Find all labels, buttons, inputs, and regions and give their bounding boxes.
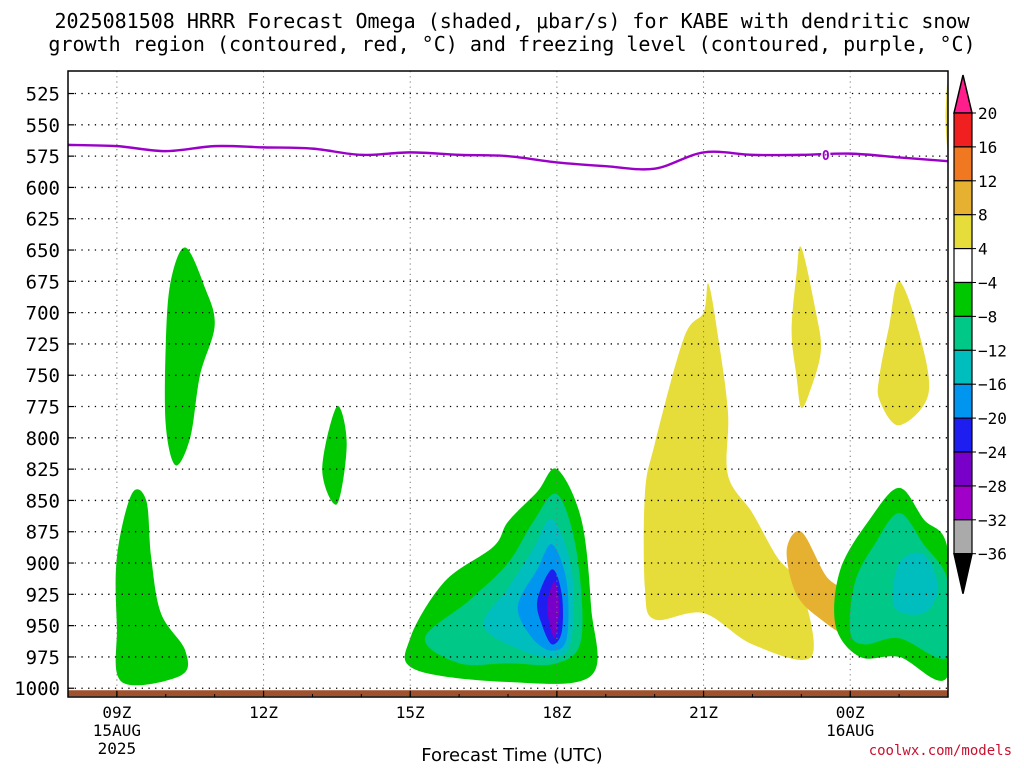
- y-tick-label-825: 825: [26, 459, 60, 481]
- y-tick-label-700: 700: [26, 303, 60, 325]
- colorbar-box-10: [953, 417, 973, 453]
- x-tick-sublabel-16AUG: 16AUG: [826, 721, 874, 740]
- y-tick-label-600: 600: [26, 177, 60, 199]
- omega-region-3: [322, 406, 347, 505]
- y-tick-label-1000: 1000: [14, 678, 60, 700]
- colorbar-label-8: −16: [978, 375, 1007, 394]
- y-tick-label-675: 675: [26, 271, 60, 293]
- colorbar-label-4: 4: [978, 240, 988, 259]
- colorbar-box-7: [953, 315, 973, 351]
- y-axis: 525 550 575 600 625 650 675 700 725 750 775 800 825 8…: [14, 84, 74, 700]
- colorbar-top-triangle: [953, 74, 973, 114]
- colorbar-label-11: −28: [978, 477, 1007, 496]
- freezing-level-line: [67, 143, 949, 171]
- colorbar-label-0: 20: [978, 104, 997, 123]
- omega-shaded-regions: [115, 77, 948, 686]
- colorbar: 20 16 12 8 4 −4 −8 −12 −16 −20 −24 −28 −32 −36: [953, 74, 1007, 594]
- y-tick-label-625: 625: [26, 209, 60, 231]
- colorbar-label-2: 12: [978, 172, 997, 191]
- colorbar-box-4: [953, 214, 973, 250]
- colorbar-box-5: [953, 248, 973, 284]
- colorbar-label-7: −12: [978, 341, 1007, 360]
- freezing-level-contour: 0: [67, 143, 949, 171]
- colorbar-box-6: [953, 281, 973, 318]
- omega-region-12: [791, 246, 822, 409]
- colorbar-bottom-triangle: [953, 552, 973, 594]
- colorbar-box-13: [953, 519, 973, 555]
- y-tick-label-650: 650: [26, 240, 60, 262]
- x-tick-label-12Z: 12Z: [249, 703, 278, 722]
- x-tick-label-09Z: 09Z: [102, 703, 131, 722]
- x-tick-label-21Z: 21Z: [689, 703, 718, 722]
- colorbar-label-5: −4: [978, 274, 997, 293]
- y-tick-label-725: 725: [26, 334, 60, 356]
- y-tick-label-550: 550: [26, 115, 60, 137]
- omega-region-10: [643, 283, 814, 660]
- colorbar-label-10: −24: [978, 443, 1007, 462]
- colorbar-box-8: [953, 349, 973, 385]
- x-tick-label-00Z: 00Z: [836, 703, 865, 722]
- freezing-level-label: 0: [822, 149, 830, 164]
- y-tick-label-950: 950: [26, 616, 60, 638]
- y-tick-label-975: 975: [26, 647, 60, 669]
- y-tick-label-750: 750: [26, 365, 60, 387]
- y-tick-label-925: 925: [26, 584, 60, 606]
- colorbar-label-13: −36: [978, 545, 1007, 564]
- x-tick-sublabel-2025: 2025: [98, 739, 137, 758]
- chart-title-line-1: 2025081508 HRRR Forecast Omega (shaded, …: [54, 9, 970, 33]
- y-tick-label-575: 575: [26, 146, 60, 168]
- colorbar-box-2: [953, 146, 973, 182]
- x-axis-title: Forecast Time (UTC): [421, 745, 603, 766]
- x-tick-sublabel-15AUG: 15AUG: [93, 721, 141, 740]
- colorbar-label-3: 8: [978, 206, 988, 225]
- colorbar-box-11: [953, 451, 973, 487]
- colorbar-label-12: −32: [978, 511, 1007, 530]
- colorbar-label-6: −8: [978, 307, 997, 326]
- terrain-strip: [68, 690, 948, 697]
- chart-gridlines: [68, 71, 948, 697]
- omega-region-16: [892, 552, 939, 615]
- colorbar-box-12: [953, 485, 973, 521]
- site-url-label[interactable]: coolwx.com/models: [868, 743, 1012, 759]
- colorbar-box-9: [953, 383, 973, 419]
- y-tick-label-775: 775: [26, 397, 60, 419]
- omega-region-1: [115, 489, 189, 686]
- chart-title-line-2: growth region (contoured, red, °C) and f…: [48, 32, 976, 56]
- y-tick-label-900: 900: [26, 553, 60, 575]
- y-tick-label-875: 875: [26, 522, 60, 544]
- colorbar-box-3: [953, 180, 973, 216]
- colorbar-box-1: [953, 112, 973, 148]
- omega-region-13: [877, 281, 930, 426]
- omega-region-2: [164, 247, 215, 466]
- omega-region-9: [547, 581, 560, 639]
- colorbar-label-9: −20: [978, 409, 1007, 428]
- y-tick-label-525: 525: [26, 84, 60, 106]
- terrain-band: [68, 690, 948, 697]
- x-tick-label-18Z: 18Z: [542, 703, 571, 722]
- y-tick-label-850: 850: [26, 490, 60, 512]
- x-tick-label-15Z: 15Z: [396, 703, 425, 722]
- colorbar-label-1: 16: [978, 138, 997, 157]
- omega-region-11: [786, 530, 849, 633]
- y-tick-label-800: 800: [26, 428, 60, 450]
